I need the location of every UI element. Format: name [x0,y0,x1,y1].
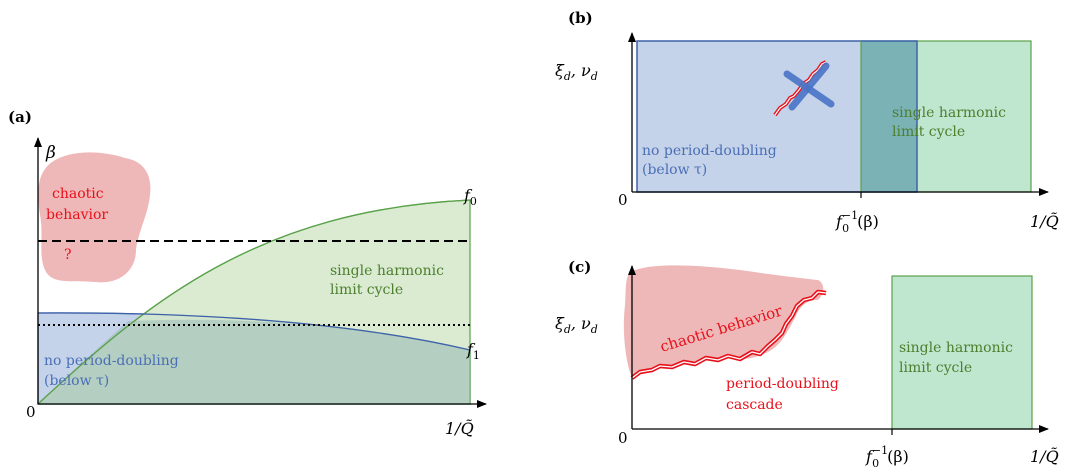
panel-a: (a) chaotic behavior ? single harmonic l… [8,108,487,438]
chaotic-blob [38,152,151,283]
chaotic-line1: chaotic [52,186,104,202]
blue-region-line1: no period-doubling [642,143,777,159]
chaotic-blob [623,265,824,378]
cascade-boundary-inner [631,291,827,379]
panel-a-label: (a) [8,108,32,126]
x-tick-label: f−1 0 (β) [835,209,879,235]
blue-region-line2: (below τ) [642,162,707,178]
chaotic-line2: behavior [46,207,108,223]
y-axis-label: ξd, νd [555,314,598,336]
green-region-line1: single harmonic [330,263,444,279]
curve-f0 [37,199,471,405]
green-region-line2: limit cycle [330,282,403,298]
chaotic-question: ? [64,247,72,263]
origin-label: 0 [618,191,628,209]
x-tick-label: f−1 0 (β) [865,444,909,468]
panel-b-label: (b) [568,9,593,27]
y-axis-label: β [45,143,56,163]
cross-icon [783,62,835,111]
green-region-line2: limit cycle [892,124,965,140]
f0-label: f0 [463,186,477,208]
y-axis-label: ξd, νd [555,61,598,83]
cascade-line1: period-doubling [726,376,839,392]
cascade-line2: cascade [726,397,783,413]
x-axis-label: 1/Q̃ [1030,447,1059,466]
overlap-region [38,319,470,404]
panel-c-label: (c) [568,258,591,276]
green-region-line1: single harmonic [892,105,1006,121]
origin-label: 0 [618,429,628,447]
panel-c: (c) chaotic behavior period-doubling cas… [555,258,1059,468]
f1-label: f1 [466,340,480,362]
blue-region-line1: no period-doubling [44,353,179,369]
green-region-line1: single harmonic [899,340,1013,356]
x-axis-label: 1/Q̃ [445,419,474,438]
panel-b: (b) no period-doubling (below τ) single … [555,9,1059,235]
curve-f1 [37,312,471,351]
origin-label: 0 [26,403,36,421]
green-region-line2: limit cycle [899,360,972,376]
overlap-rect [861,41,917,192]
blue-region-line2: (below τ) [44,373,109,389]
x-axis-label: 1/Q̃ [1030,212,1059,231]
